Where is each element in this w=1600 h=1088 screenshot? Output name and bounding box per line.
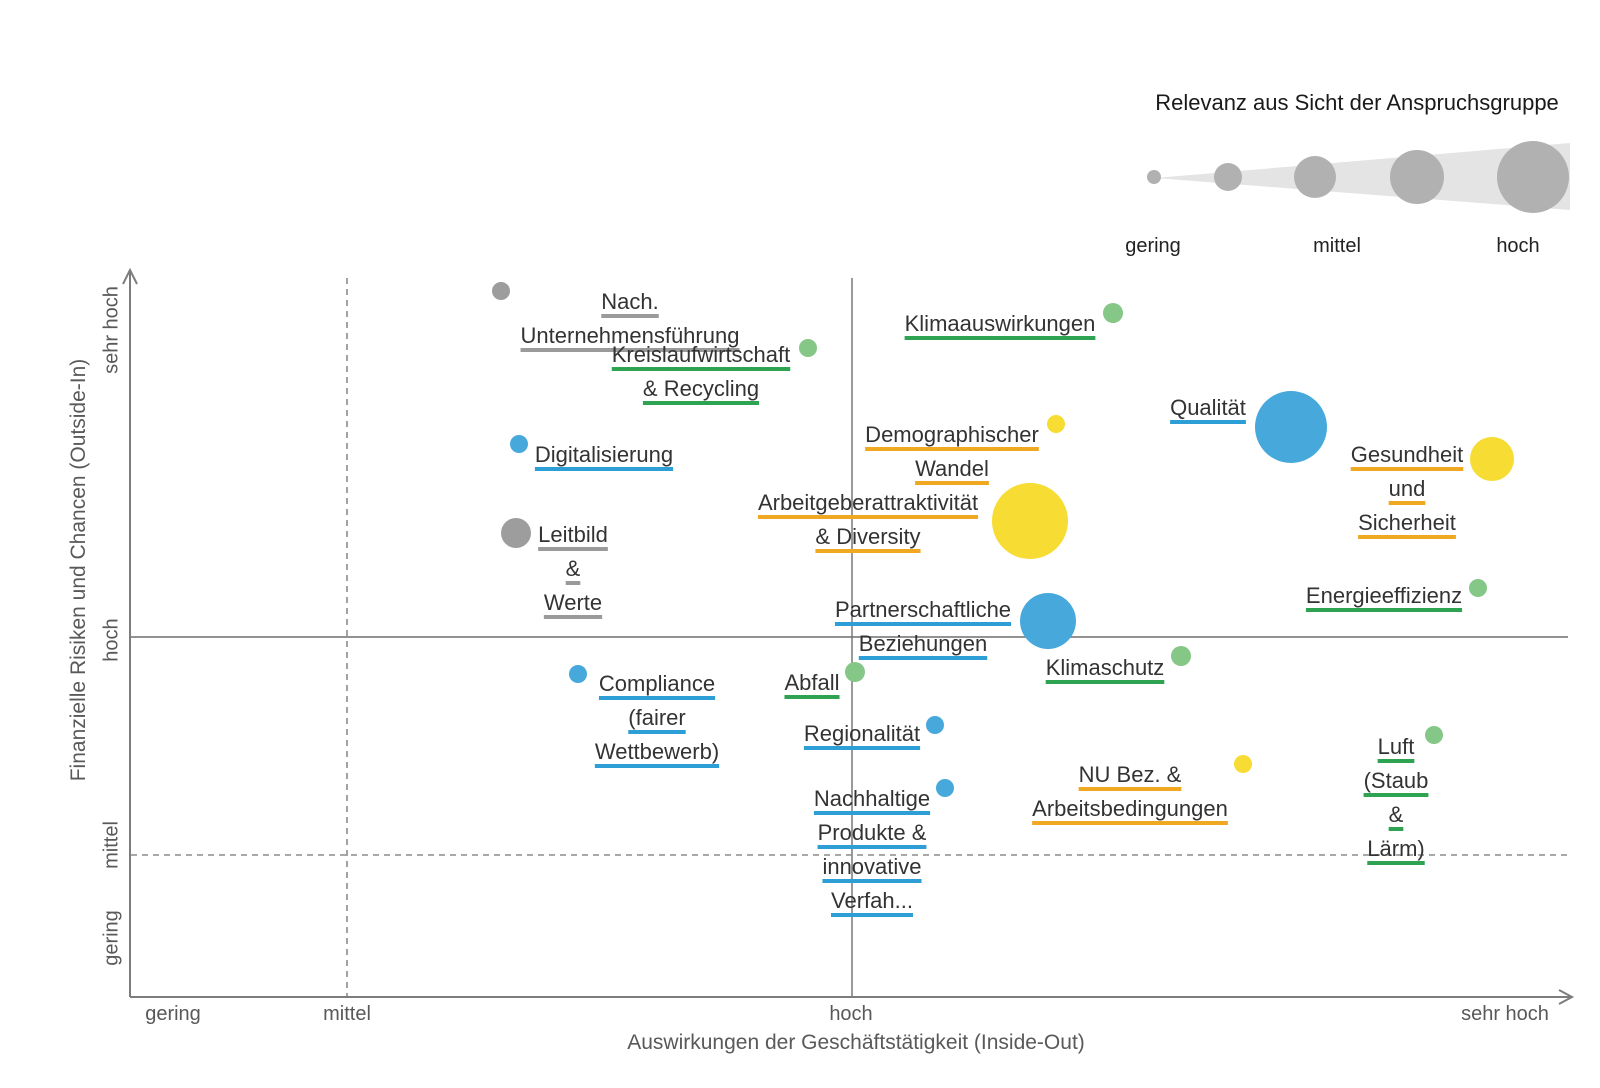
label-luft-staub-laerm: Luft (Staub & Lärm) bbox=[1364, 730, 1429, 866]
legend-size-circle-0 bbox=[1147, 170, 1161, 184]
bubble-nach-unternehmensfuehrung bbox=[492, 282, 510, 300]
label-line: NU Bez. & bbox=[1078, 762, 1182, 787]
label-arbeitgeberattraktivitaet-diversity: Arbeitgeberattraktivität & Diversity bbox=[758, 486, 978, 554]
label-klimaschutz: Klimaschutz bbox=[1046, 651, 1165, 685]
y-axis-title: Finanzielle Risiken und Chancen (Outside… bbox=[67, 358, 90, 782]
label-line: Gesundheit bbox=[1350, 442, 1464, 467]
y-axis-arrow-icon bbox=[122, 267, 138, 285]
label-line: Sicherheit bbox=[1358, 510, 1456, 535]
y-tick-mittel: mittel bbox=[100, 821, 123, 869]
label-kreislaufwirtschaft-recycling: Kreislaufwirtschaft & Recycling bbox=[612, 338, 791, 406]
y-tick-sehr-hoch: sehr hoch bbox=[100, 286, 123, 374]
bubble-luft-staub-laerm bbox=[1425, 726, 1443, 744]
bubble-klimaschutz bbox=[1171, 646, 1191, 666]
label-line: Qualität bbox=[1170, 395, 1246, 420]
label-line: Leitbild bbox=[538, 522, 608, 547]
label-line: (Staub bbox=[1363, 768, 1429, 793]
bubble-energieeffizienz bbox=[1469, 579, 1487, 597]
label-line: Unternehmensführung bbox=[520, 323, 740, 348]
label-line: Beziehungen bbox=[858, 631, 988, 656]
bubble-nachhaltige-produkte-innovative-verfahren bbox=[936, 779, 954, 797]
bubble-arbeitgeberattraktivitaet-diversity bbox=[992, 483, 1068, 559]
bubble-klimaauswirkungen bbox=[1103, 303, 1123, 323]
x-tick-gering: gering bbox=[145, 1003, 201, 1025]
legend-size-circle-2 bbox=[1294, 156, 1336, 198]
bubble-leitbild-werte bbox=[501, 518, 531, 548]
x-axis-title: Auswirkungen der Geschäftstätigkeit (Ins… bbox=[627, 1031, 1085, 1054]
legend-size-circle-3 bbox=[1390, 150, 1444, 204]
label-line: Abfall bbox=[784, 670, 840, 695]
legend-label-mittel: mittel bbox=[1313, 235, 1361, 257]
legend-label-gering: gering bbox=[1125, 235, 1181, 257]
legend-size-circle-4 bbox=[1497, 141, 1569, 213]
label-line: und bbox=[1388, 476, 1426, 501]
bubble-compliance-fairer-wettbewerb bbox=[569, 665, 587, 683]
label-line: Wandel bbox=[915, 456, 989, 481]
label-gesundheit-und-sicherheit: Gesundheit und Sicherheit bbox=[1351, 438, 1464, 540]
bubble-partnerschaftliche-beziehungen bbox=[1020, 593, 1076, 649]
label-line: Verfah... bbox=[831, 888, 913, 913]
label-regionalitaet: Regionalität bbox=[804, 717, 920, 751]
label-line: Produkte & bbox=[817, 820, 927, 845]
bubble-qualitaet bbox=[1255, 391, 1327, 463]
label-compliance-fairer-wettbewerb: Compliance (fairer Wettbewerb) bbox=[595, 667, 719, 769]
label-nach-unternehmensfuehrung: Nach. Unternehmensführung bbox=[521, 285, 740, 353]
legend-size-wedge bbox=[1155, 143, 1570, 210]
label-line: Kreislaufwirtschaft bbox=[611, 342, 791, 367]
label-line: Digitalisierung bbox=[534, 442, 674, 467]
y-tick-hoch: hoch bbox=[100, 618, 123, 662]
label-line: Energieeffizienz bbox=[1305, 583, 1463, 608]
label-line: & bbox=[565, 556, 581, 581]
label-line: Regionalität bbox=[803, 721, 921, 746]
legend-size-circle-1 bbox=[1214, 163, 1242, 191]
legend-label-hoch: hoch bbox=[1496, 235, 1540, 257]
x-tick-mittel: mittel bbox=[323, 1003, 371, 1025]
label-line: Arbeitsbedingungen bbox=[1032, 796, 1228, 821]
label-nu-bez-arbeitsbedingungen: NU Bez. & Arbeitsbedingungen bbox=[1032, 758, 1228, 826]
bubble-abfall bbox=[845, 662, 865, 682]
bubble-kreislaufwirtschaft-recycling bbox=[799, 339, 817, 357]
label-line: Nachhaltige bbox=[813, 786, 931, 811]
y-tick-gering: gering bbox=[100, 910, 123, 966]
label-line: Werte bbox=[543, 590, 603, 615]
label-line: Partnerschaftliche bbox=[834, 597, 1012, 622]
label-line: & Recycling bbox=[642, 376, 760, 401]
label-line: innovative bbox=[822, 854, 922, 879]
bubble-regionalitaet bbox=[926, 716, 944, 734]
label-line: Klimaschutz bbox=[1045, 655, 1165, 680]
label-energieeffizienz: Energieeffizienz bbox=[1306, 579, 1462, 613]
label-line: Lärm) bbox=[1367, 836, 1425, 861]
label-qualitaet: Qualität bbox=[1170, 391, 1246, 425]
label-line: Klimaauswirkungen bbox=[904, 311, 1096, 336]
x-tick-hoch: hoch bbox=[829, 1003, 873, 1025]
label-abfall: Abfall bbox=[784, 666, 839, 700]
bubble-digitalisierung bbox=[510, 435, 528, 453]
label-line: & bbox=[1388, 802, 1404, 827]
label-klimaauswirkungen: Klimaauswirkungen bbox=[905, 307, 1096, 341]
bubble-demographischer-wandel bbox=[1047, 415, 1065, 433]
label-line: Wettbewerb) bbox=[594, 739, 720, 764]
label-nachhaltige-produkte-innovative-verfahren: Nachhaltige Produkte & innovative Verfah... bbox=[814, 782, 930, 918]
x-tick-sehr-hoch: sehr hoch bbox=[1461, 1003, 1549, 1025]
label-leitbild-werte: Leitbild & Werte bbox=[538, 518, 608, 620]
label-digitalisierung: Digitalisierung bbox=[535, 438, 673, 472]
label-demographischer-wandel: Demographischer Wandel bbox=[865, 418, 1039, 486]
label-line: Arbeitgeberattraktivität bbox=[757, 490, 979, 515]
x-axis-arrow-icon bbox=[1558, 989, 1575, 1005]
label-line: Compliance bbox=[598, 671, 716, 696]
label-line: Demographischer bbox=[865, 422, 1039, 447]
label-line: (fairer bbox=[628, 705, 686, 730]
bubble-gesundheit-und-sicherheit bbox=[1470, 437, 1514, 481]
label-line: Luft bbox=[1377, 734, 1415, 759]
bubble-nu-bez-arbeitsbedingungen bbox=[1234, 755, 1252, 773]
legend-title: Relevanz aus Sicht der Anspruchsgruppe bbox=[1155, 90, 1559, 115]
label-line: & Diversity bbox=[815, 524, 921, 549]
label-partnerschaftliche-beziehungen: Partnerschaftliche Beziehungen bbox=[835, 593, 1011, 661]
label-line: Nach. bbox=[601, 289, 659, 314]
